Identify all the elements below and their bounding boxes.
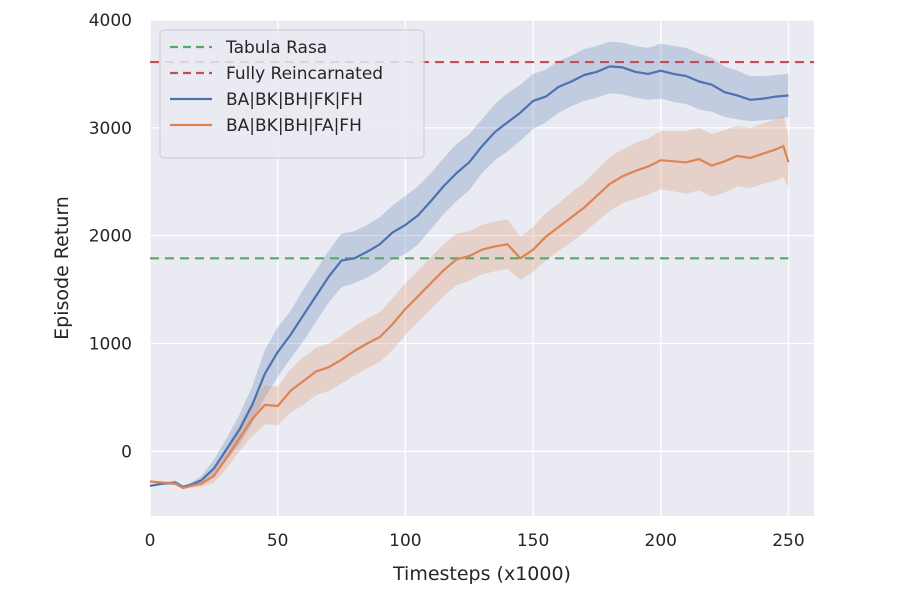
- legend-label: BA|BK|BH|FA|FH: [226, 116, 362, 136]
- y-tick-label: 3000: [89, 119, 132, 139]
- confidence-band: [150, 114, 789, 490]
- y-axis-label: Episode Return: [51, 196, 73, 340]
- y-tick-label: 4000: [89, 11, 132, 31]
- legend-box: [159, 29, 425, 159]
- y-tick-label: 0: [121, 442, 132, 462]
- y-axis-ticks: 0 1000 2000 3000 4000: [89, 11, 132, 462]
- x-tick-label: 100: [389, 531, 421, 551]
- y-tick-label: 1000: [89, 334, 132, 354]
- x-tick-label: 0: [145, 531, 156, 551]
- confidence-bands: [150, 41, 789, 490]
- legend-label: Fully Reincarnated: [226, 64, 383, 84]
- x-tick-label: 200: [645, 531, 677, 551]
- x-tick-label: 50: [267, 531, 289, 551]
- series-line: [149, 65, 789, 488]
- series-lines: [149, 65, 790, 490]
- series-line: [149, 145, 790, 490]
- confidence-band: [150, 41, 789, 488]
- x-axis-ticks: 0 50 100 150 200 250: [145, 531, 805, 551]
- legend: Tabula Rasa Fully Reincarnated BA|BK|BH|FK…: [159, 29, 425, 159]
- x-tick-label: 250: [772, 531, 804, 551]
- x-axis-label: Timesteps (x1000): [392, 563, 571, 585]
- legend-label: BA|BK|BH|FK|FH: [226, 90, 363, 110]
- x-tick-label: 150: [517, 531, 549, 551]
- legend-label: Tabula Rasa: [225, 38, 327, 58]
- y-tick-label: 2000: [89, 227, 132, 247]
